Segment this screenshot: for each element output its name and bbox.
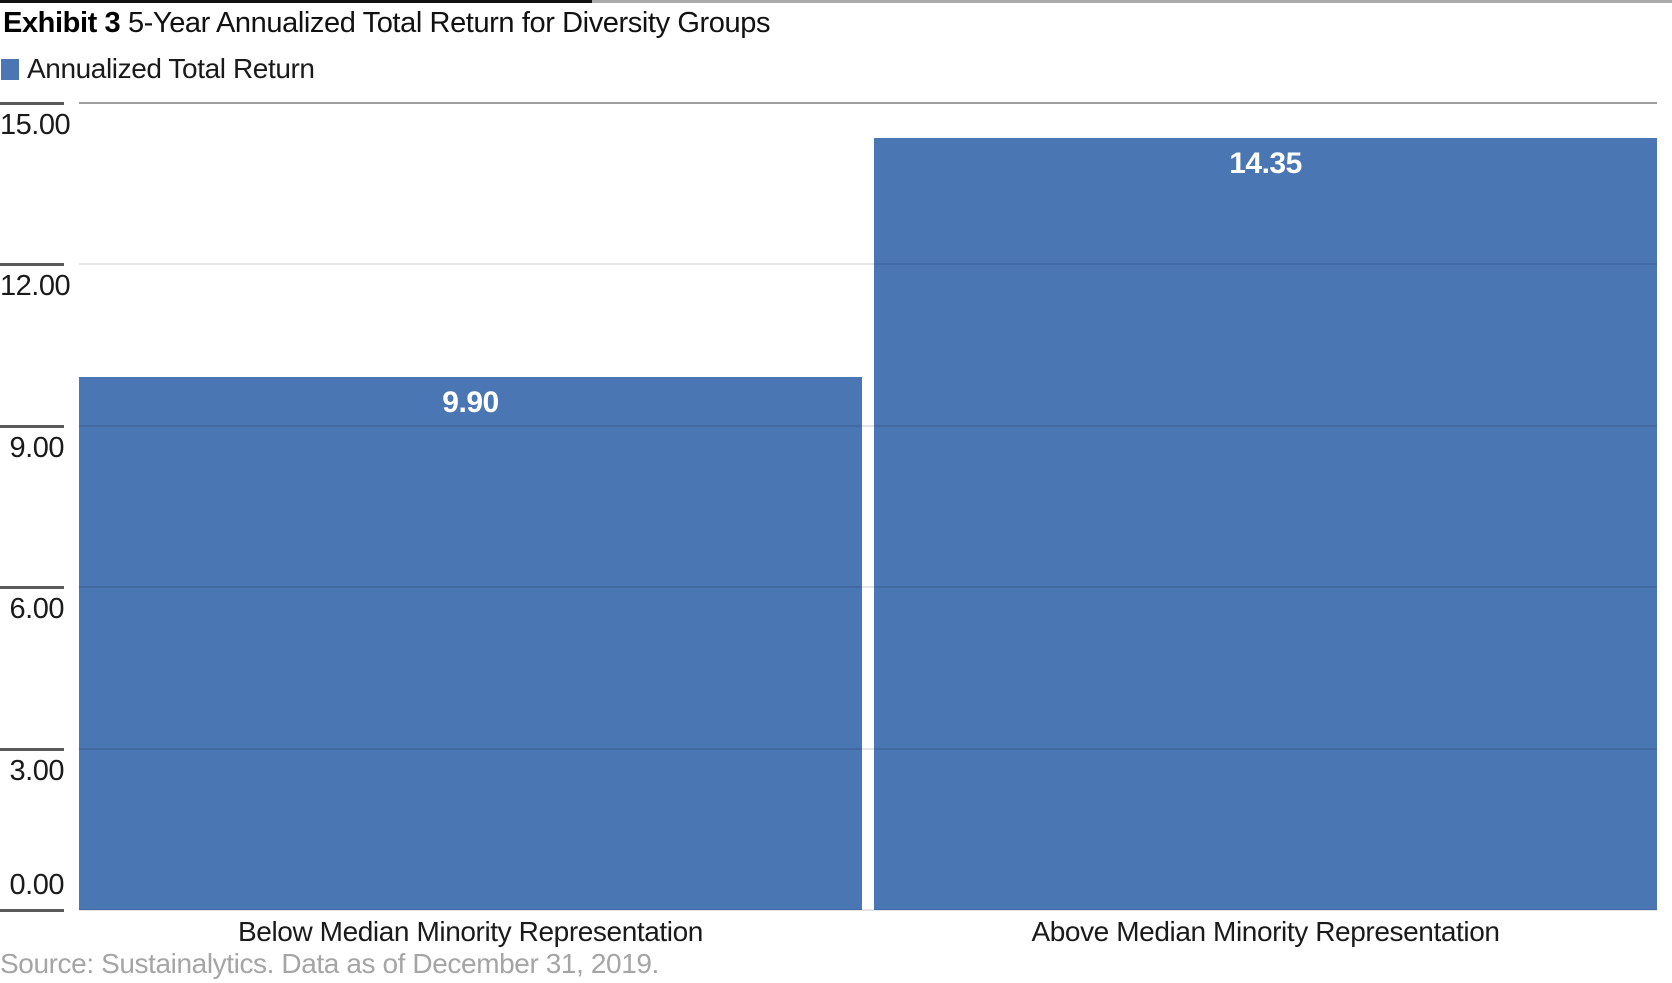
y-axis-tick-label: 6.00 xyxy=(9,593,65,626)
source-note: Source: Sustainalytics. Data as of Decem… xyxy=(0,948,659,979)
bar-value-label: 9.90 xyxy=(442,386,499,420)
gridline xyxy=(79,263,1657,266)
legend-square-icon xyxy=(1,58,19,80)
bar-value-label: 14.35 xyxy=(1229,146,1302,180)
y-axis-tick xyxy=(0,263,64,267)
gridline xyxy=(79,909,1657,911)
gridline xyxy=(79,586,1657,589)
y-axis-tick-label: 15.00 xyxy=(0,109,71,141)
y-axis-tick xyxy=(0,586,64,590)
y-axis-tick xyxy=(0,424,64,428)
plot-top-border xyxy=(79,102,1657,104)
chart-legend: Annualized Total Return xyxy=(1,53,315,85)
y-axis-tick-label: 3.00 xyxy=(9,754,65,787)
y-axis-tick-label: 12.00 xyxy=(0,270,71,303)
gridline xyxy=(79,747,1657,750)
exhibit-number-label: Exhibit 3 xyxy=(3,7,121,39)
chart-title: 5-Year Annualized Total Return for Diver… xyxy=(127,7,771,39)
legend-series-label: Annualized Total Return xyxy=(27,53,315,84)
y-axis-tick-label: 0.00 xyxy=(9,869,65,901)
page-title: Exhibit 3 5-Year Annualized Total Return… xyxy=(3,7,770,40)
gridline xyxy=(79,424,1657,427)
bar-below-median: 9.90 xyxy=(79,377,862,910)
top-divider-rule-dark-segment xyxy=(0,0,592,3)
plot-area: 9.90 14.35 xyxy=(79,103,1657,911)
y-axis-tick-label: 9.00 xyxy=(9,431,65,464)
x-axis-category-label: Above Median Minority Representation xyxy=(1031,916,1500,947)
y-axis-tick xyxy=(0,909,64,912)
bar-above-median: 14.35 xyxy=(874,137,1657,910)
y-axis-tick xyxy=(0,747,64,751)
top-divider-rule xyxy=(0,0,1672,3)
y-axis-tick xyxy=(0,102,64,105)
x-axis-category-label: Below Median Minority Representation xyxy=(238,916,703,947)
plot-region: 15.00 12.00 9.00 6.00 3.00 0.00 9.90 14.35 xyxy=(0,102,1672,912)
